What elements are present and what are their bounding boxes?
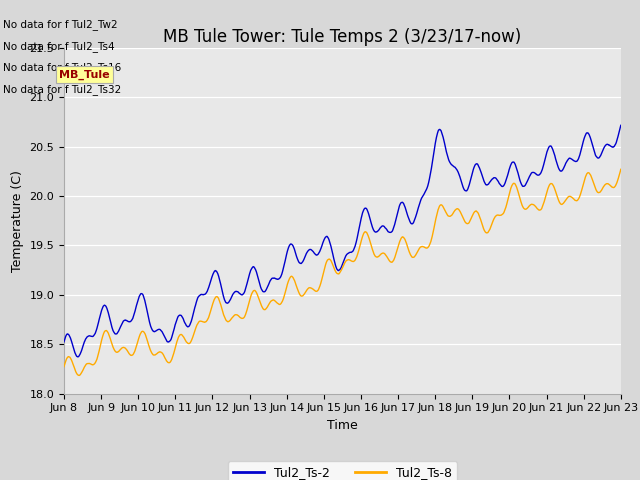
Title: MB Tule Tower: Tule Temps 2 (3/23/17-now): MB Tule Tower: Tule Temps 2 (3/23/17-now… [163,28,522,47]
Text: No data for f Tul2_Ts32: No data for f Tul2_Ts32 [3,84,122,95]
Y-axis label: Temperature (C): Temperature (C) [11,170,24,272]
Text: No data for f Tul2_Ts16: No data for f Tul2_Ts16 [3,62,122,73]
Text: No data for f Tul2_Ts4: No data for f Tul2_Ts4 [3,41,115,52]
Text: No data for f Tul2_Tw2: No data for f Tul2_Tw2 [3,19,118,30]
X-axis label: Time: Time [327,419,358,432]
Text: MB_Tule: MB_Tule [59,70,109,80]
Legend: Tul2_Ts-2, Tul2_Ts-8: Tul2_Ts-2, Tul2_Ts-8 [228,461,457,480]
